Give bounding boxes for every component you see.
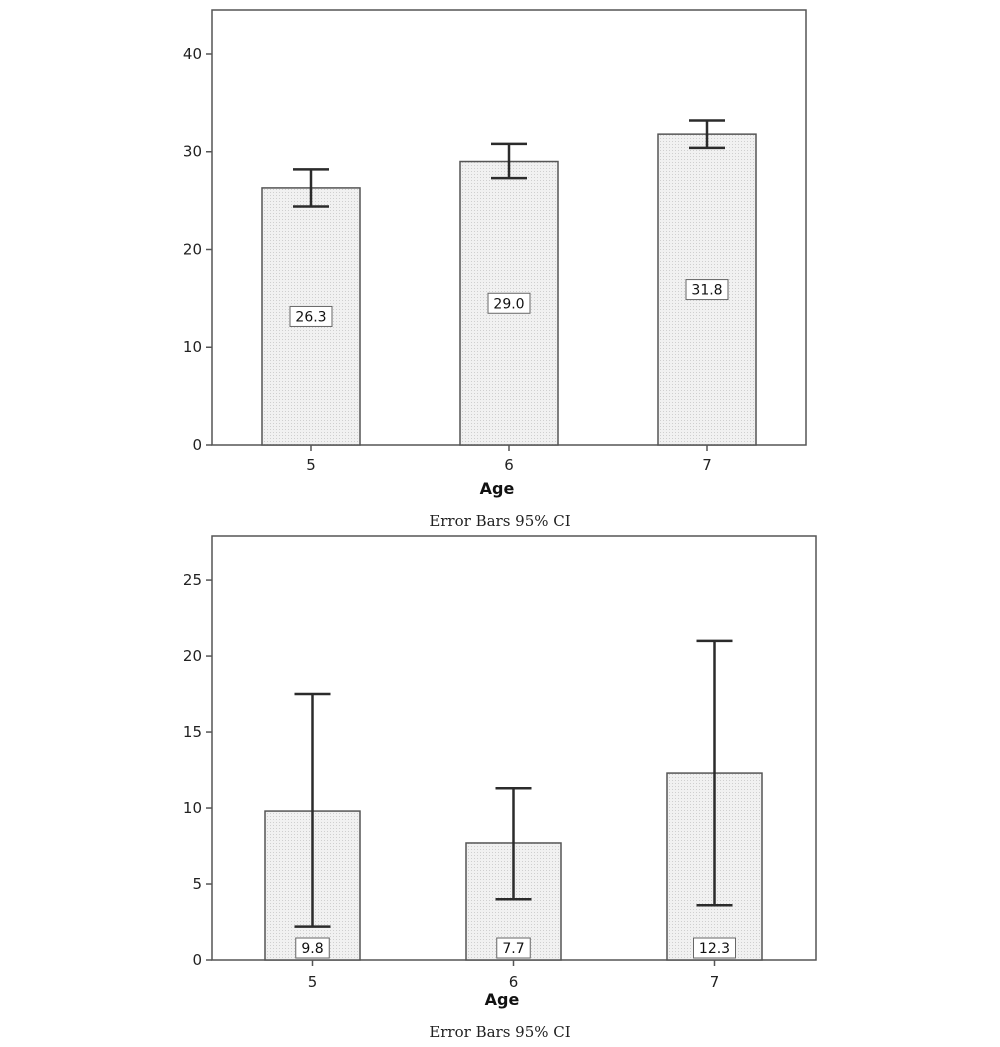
y-tick-label: 15 <box>183 723 202 741</box>
data-label-box <box>295 937 330 959</box>
data-label: 7.7 <box>502 941 524 957</box>
x-axis-title: Age <box>480 479 515 498</box>
chart-caption: Error Bars 95% CI <box>429 1023 570 1041</box>
data-label-box <box>289 305 333 327</box>
y-tick-label: 10 <box>183 338 202 356</box>
data-label: 9.8 <box>301 941 323 957</box>
y-tick-label: 20 <box>183 647 202 665</box>
x-tick-label: 7 <box>702 456 712 474</box>
y-tick-label: 30 <box>183 143 202 161</box>
chart-caption: Error Bars 95% CI <box>429 512 570 530</box>
x-tick-label: 7 <box>710 973 720 991</box>
data-label: 12.3 <box>699 941 730 957</box>
data-label-box <box>685 279 729 301</box>
x-axis-title: Age <box>485 990 520 1009</box>
data-label-box <box>496 937 531 959</box>
data-label: 26.3 <box>295 309 326 325</box>
x-tick-label: 5 <box>308 973 318 991</box>
data-label: 29.0 <box>493 296 524 312</box>
y-tick-label: 10 <box>183 799 202 817</box>
y-tick-label: 40 <box>183 45 202 63</box>
y-tick-label: 0 <box>192 951 202 969</box>
data-label: 31.8 <box>691 283 722 299</box>
y-tick-label: 20 <box>183 240 202 258</box>
x-tick-label: 5 <box>306 456 316 474</box>
data-label-box <box>487 292 531 314</box>
x-tick-label: 6 <box>504 456 514 474</box>
y-tick-label: 5 <box>192 875 202 893</box>
chart-1: 0 10 20 30 40 26.3 5 29.0 6 31.8 7 Age Error Bars 95… <box>183 9 807 530</box>
y-tick-label: 0 <box>192 436 202 454</box>
y-tick-label: 25 <box>183 571 202 589</box>
data-label-box <box>693 937 736 959</box>
chart-2: 0 5 10 15 20 25 9.8 5 7.7 6 12.3 7 Age Error Bars 95%… <box>183 535 817 1041</box>
x-tick-label: 6 <box>509 973 519 991</box>
